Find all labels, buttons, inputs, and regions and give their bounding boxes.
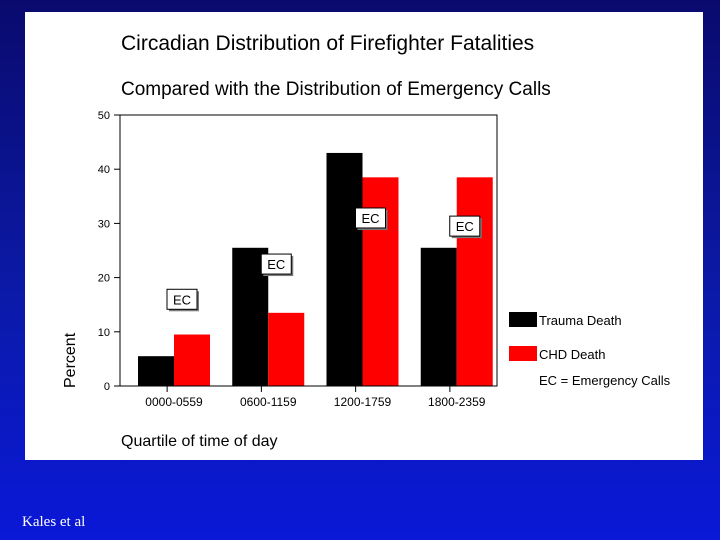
x-axis-label: Quartile of time of day (121, 433, 278, 450)
bar-trauma-2 (326, 152, 363, 386)
bar-trauma-0 (138, 356, 174, 386)
chart: Circadian Distribution of Firefighter Fa… (62, 32, 671, 450)
legend-label-trauma: Trauma Death (539, 313, 622, 328)
credit-text: Kales et al (22, 514, 86, 530)
plot-frame (119, 114, 498, 387)
ec-box-2 (355, 207, 386, 229)
bar-chd-0 (174, 334, 210, 386)
bar-chd-1 (268, 312, 305, 386)
slide-panel: Circadian Distribution of Firefighter Fa… (25, 12, 703, 460)
bars (138, 152, 493, 386)
x-tick-label-3: 1800-2359 (428, 395, 486, 409)
x-tick-label-2: 1200-1759 (334, 395, 392, 409)
ec-label-2: EC (361, 211, 379, 226)
x-tick-label-0: 0000-0559 (145, 395, 203, 409)
y-tick-label-1: 10 (98, 327, 110, 339)
legend-note: EC = Emergency Calls (539, 373, 671, 388)
ec-label-1: EC (267, 257, 285, 272)
x-tick-label-1: 0600-1159 (240, 395, 297, 409)
legend-label-chd: CHD Death (539, 347, 605, 362)
legend-swatch-trauma (509, 312, 537, 327)
y-tick-label-4: 40 (98, 164, 110, 176)
legend: Trauma Death CHD Death EC = Emergency Ca… (509, 312, 671, 388)
legend-swatch-chd (509, 346, 537, 361)
y-axis: 0 10 20 30 40 50 (98, 110, 120, 393)
y-tick-label-5: 50 (98, 110, 110, 122)
ec-label-0: EC (173, 292, 191, 307)
ec-box-0 (166, 288, 198, 310)
ec-markers: EC EC EC EC (166, 207, 482, 312)
y-axis-label: Percent (62, 332, 79, 388)
chart-title: Circadian Distribution of Firefighter Fa… (121, 32, 534, 55)
y-tick-label-0: 0 (104, 381, 110, 393)
ec-box-3 (449, 215, 481, 237)
ec-label-3: EC (456, 219, 474, 234)
ec-box-1 (260, 253, 292, 275)
y-tick-label-3: 30 (98, 218, 110, 230)
y-tick-label-2: 20 (98, 273, 110, 285)
bar-trauma-3 (420, 247, 457, 386)
x-axis: 0000-0559 0600-1159 1200-1759 1800-2359 (145, 386, 486, 409)
chart-subtitle: Compared with the Distribution of Emerge… (121, 79, 551, 100)
bar-chd-3 (456, 177, 493, 386)
